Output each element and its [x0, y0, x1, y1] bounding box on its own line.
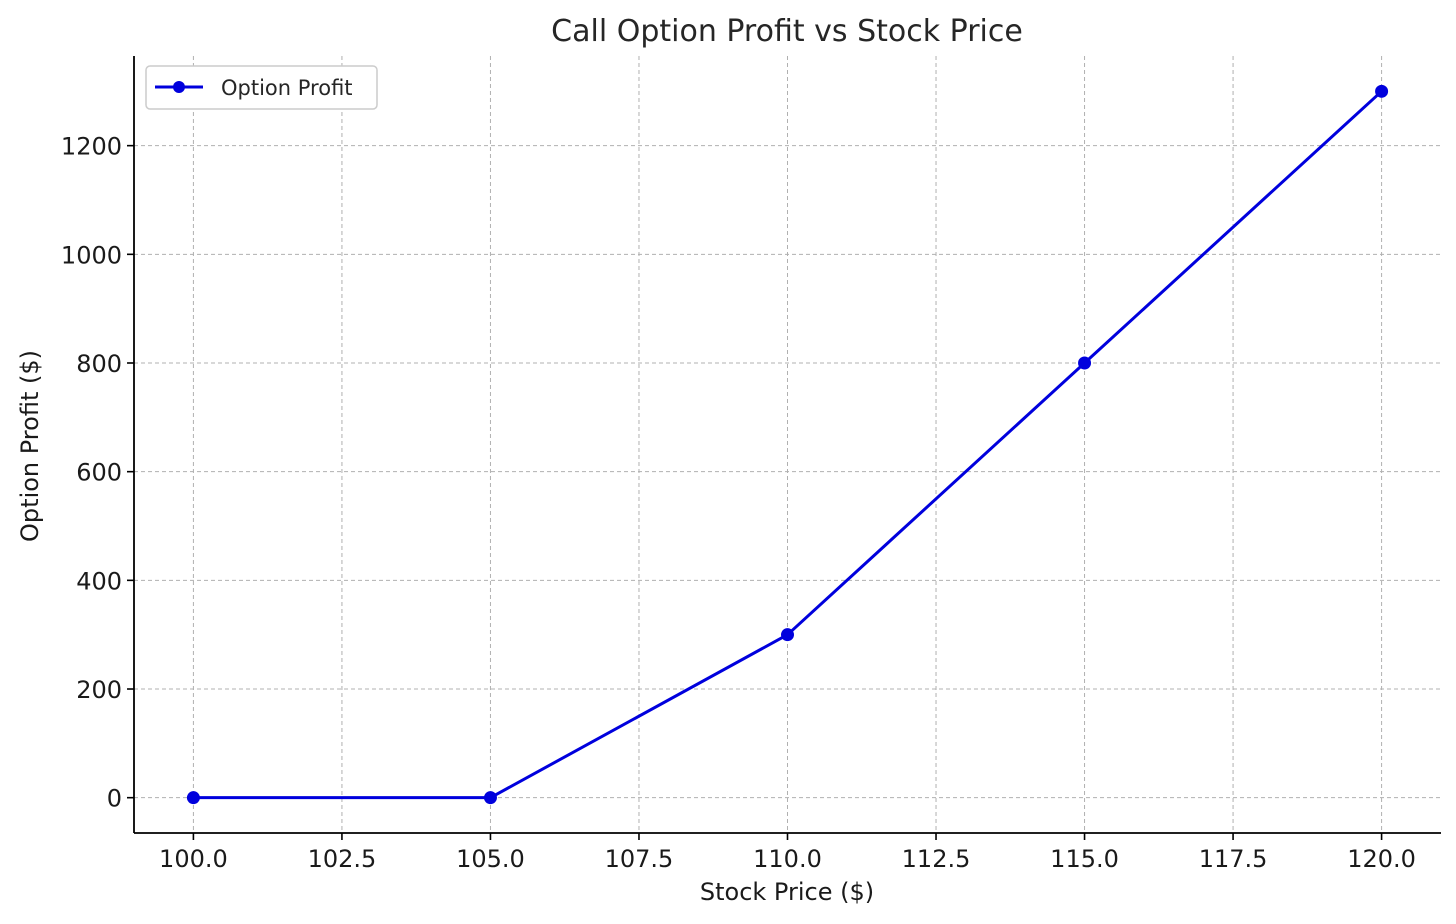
x-tick-label: 112.5 — [902, 845, 971, 873]
data-point — [781, 628, 794, 642]
data-point — [1078, 356, 1092, 370]
legend-dot-marker — [173, 81, 185, 93]
y-axis-label: Option Profit ($) — [16, 350, 44, 542]
data-point — [1375, 84, 1389, 98]
x-tick-label: 102.5 — [308, 845, 377, 873]
legend-label: Option Profit — [221, 76, 353, 100]
legend: Option Profit — [145, 65, 378, 110]
y-tick-label: 800 — [76, 350, 122, 378]
y-tick-label: 0 — [107, 785, 122, 813]
x-tick-label: 115.0 — [1050, 845, 1119, 873]
x-ticks: 100.0 102.5 105.0 107.5 110.0 112.5 115.0 117.5… — [159, 833, 1416, 873]
x-tick-label: 105.0 — [456, 845, 525, 873]
y-tick-label: 1200 — [61, 133, 122, 161]
x-tick-label: 100.0 — [159, 845, 228, 873]
y-tick-label: 600 — [76, 459, 122, 487]
y-tick-label: 1000 — [61, 241, 122, 269]
data-point — [483, 791, 497, 805]
x-axis-label: Stock Price ($) — [700, 878, 874, 906]
y-ticks: 0 200 400 600 800 1000 1200 — [61, 133, 134, 813]
x-tick-label: 120.0 — [1347, 845, 1416, 873]
x-tick-label: 110.0 — [753, 845, 822, 873]
legend-box — [145, 65, 378, 110]
grid-layer — [134, 56, 1441, 833]
x-tick-label: 107.5 — [605, 845, 674, 873]
y-tick-label: 400 — [76, 567, 122, 595]
x-tick-label: 117.5 — [1199, 845, 1268, 873]
series-layer — [186, 84, 1389, 805]
chart-title: Call Option Profit vs Stock Price — [551, 14, 1023, 49]
y-tick-label: 200 — [76, 676, 122, 704]
data-point — [186, 791, 200, 805]
